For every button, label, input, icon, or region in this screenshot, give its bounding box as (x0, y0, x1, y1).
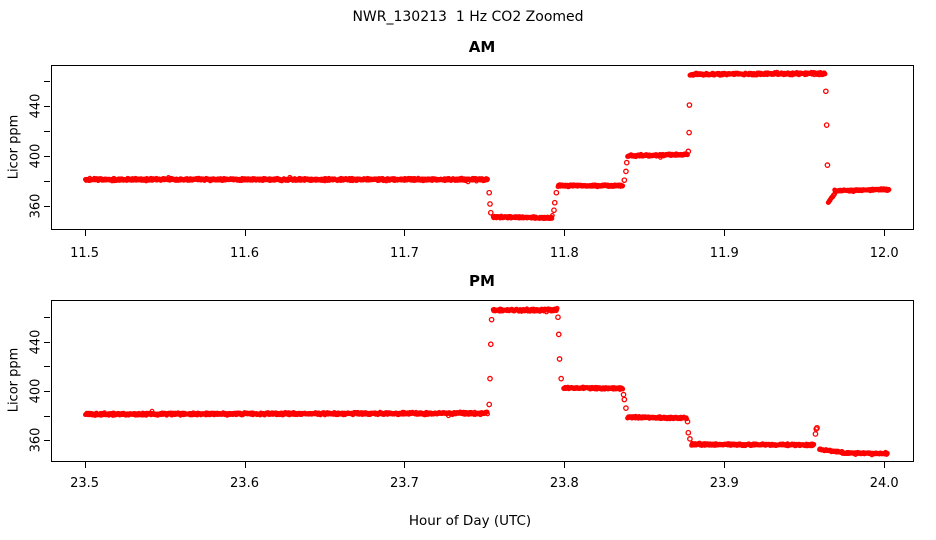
x-tick-label: 12.0 (869, 246, 899, 261)
y-tick-label: 440 (28, 93, 44, 119)
x-tick-label: 23.6 (230, 476, 259, 491)
x-axis-label: Hour of Day (UTC) (408, 513, 532, 529)
y-tick-label: 440 (28, 329, 44, 355)
y-tick-label: 360 (28, 427, 44, 453)
x-tick-label: 23.5 (70, 476, 100, 491)
x-tick-label: 11.6 (230, 246, 259, 261)
x-tick-label: 11.5 (70, 246, 100, 261)
x-tick-label: 11.9 (709, 246, 739, 261)
x-tick-label: 23.7 (389, 476, 419, 491)
x-tick-label: 23.9 (709, 476, 739, 491)
y-axis-label-am: Licor ppm (6, 114, 22, 180)
panel-title-pm: PM (469, 272, 495, 290)
x-tick-label: 24.0 (869, 476, 899, 491)
y-tick-label: 360 (28, 194, 44, 219)
y-tick-label: 400 (28, 378, 44, 404)
x-tick-label: 11.8 (549, 246, 579, 261)
y-axis-label-pm: Licor ppm (6, 347, 22, 413)
panel-title-am: AM (468, 38, 496, 56)
y-tick-label: 400 (28, 143, 44, 169)
x-tick-label: 11.7 (389, 246, 419, 261)
figure-title: NWR_130213 1 Hz CO2 Zoomed (352, 9, 584, 25)
x-tick-label: 23.8 (549, 476, 579, 491)
